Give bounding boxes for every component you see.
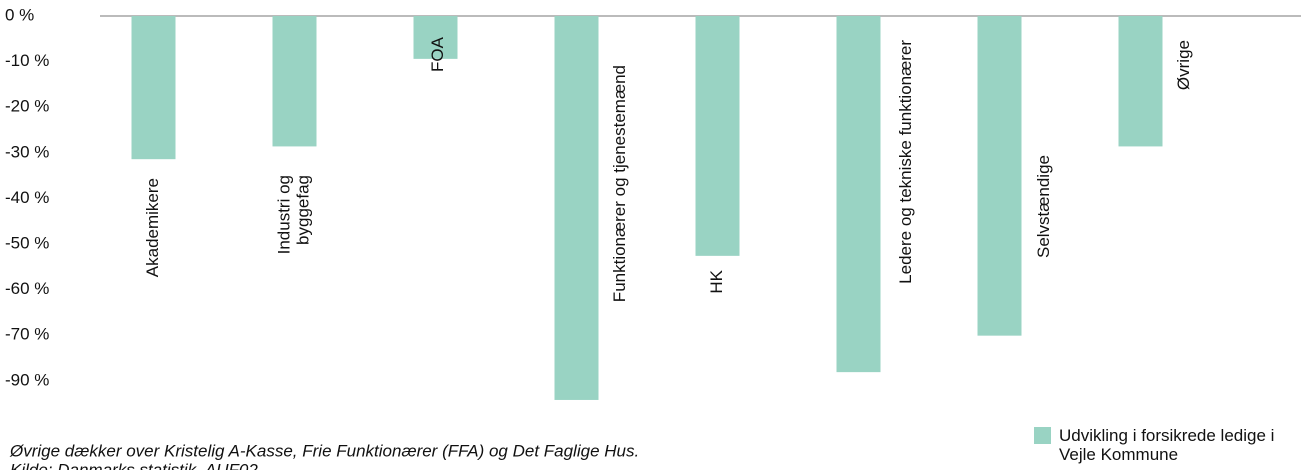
bar xyxy=(836,16,881,373)
category-label: Akademikere xyxy=(143,178,162,277)
category-label: Industri ogbyggefag xyxy=(275,175,313,254)
bar xyxy=(131,16,176,160)
category-label-line: byggefag xyxy=(294,175,313,245)
footnote: Øvrige dækker over Kristelig A-Kasse, Fr… xyxy=(9,441,639,460)
source: Kilde: Danmarks statistik, AUF02 xyxy=(10,460,258,470)
y-tick-label: -40 % xyxy=(5,188,49,207)
category-label: HK xyxy=(707,269,726,293)
category-label: Ledere og tekniske funktionærer xyxy=(896,40,915,284)
bar xyxy=(695,16,740,256)
bar xyxy=(272,16,317,147)
y-tick-label: -90 % xyxy=(5,370,49,389)
category-label: Øvrige xyxy=(1174,40,1193,90)
bar xyxy=(554,16,599,400)
y-tick-label: -20 % xyxy=(5,97,49,116)
y-tick-label: 0 % xyxy=(5,5,34,24)
legend-label: Udvikling i forsikrede ledige i Vejle Ko… xyxy=(1059,426,1275,464)
legend-swatch xyxy=(1034,427,1051,444)
category-label: FOA xyxy=(428,36,447,72)
bar xyxy=(1118,16,1163,147)
legend: Udvikling i forsikrede ledige i Vejle Ko… xyxy=(1034,426,1289,464)
y-tick-label: -60 % xyxy=(5,279,49,298)
y-tick-label: -30 % xyxy=(5,142,49,161)
y-tick-label: -50 % xyxy=(5,233,49,252)
category-label: Funktionærer og tjenestemænd xyxy=(610,65,629,302)
category-label: Selvstændige xyxy=(1034,155,1053,258)
bar xyxy=(977,16,1022,336)
y-tick-label: -70 % xyxy=(5,325,49,344)
y-tick-label: -10 % xyxy=(5,51,49,70)
bar xyxy=(413,16,458,59)
category-label-line: Industri og xyxy=(275,175,294,254)
